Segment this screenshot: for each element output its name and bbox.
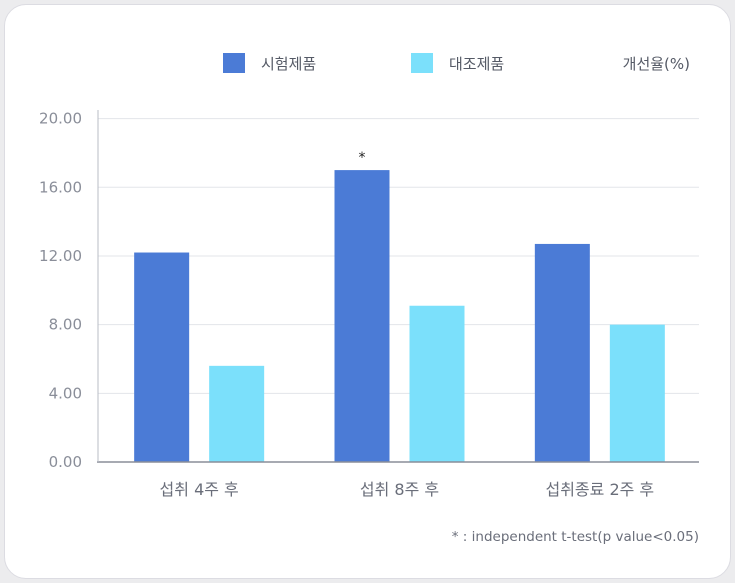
y-tick-label: 12.00 [39,247,82,265]
y-tick-label: 4.00 [49,384,82,402]
y-tick-label: 8.00 [49,316,82,334]
bar-series-1-cat-0 [209,365,265,462]
bar-series-0-cat-1 [334,170,390,462]
x-category-label: 섭취 4주 후 [160,480,239,499]
bars [134,170,665,462]
gridlines [98,118,699,394]
legend-label-series-1: 대조제품 [449,55,504,73]
bar-series-1-cat-2 [609,324,665,462]
significance-marker: * [359,150,366,166]
x-axis-labels: 섭취 4주 후 섭취 8주 후 섭취종료 2주 후 [160,480,655,499]
bar-series-1-cat-1 [409,305,465,462]
footnote: * : independent t-test(p value<0.05) [452,529,699,545]
y-tick-label: 20.00 [39,110,82,128]
y-tick-label: 0.00 [49,453,82,471]
y-tick-label: 16.00 [39,178,82,196]
legend-swatch-series-0 [223,53,245,73]
bar-series-0-cat-0 [134,252,190,462]
y-unit-label: 개선율(%) [623,55,690,73]
bar-series-0-cat-2 [534,243,590,462]
x-category-label: 섭취종료 2주 후 [545,480,654,499]
legend-label-series-0: 시험제품 [261,55,316,73]
legend-swatch-series-1 [411,53,433,73]
y-axis-ticks: 0.00 4.00 8.00 12.00 16.00 20.00 [39,110,82,471]
x-category-label: 섭취 8주 후 [360,480,439,499]
